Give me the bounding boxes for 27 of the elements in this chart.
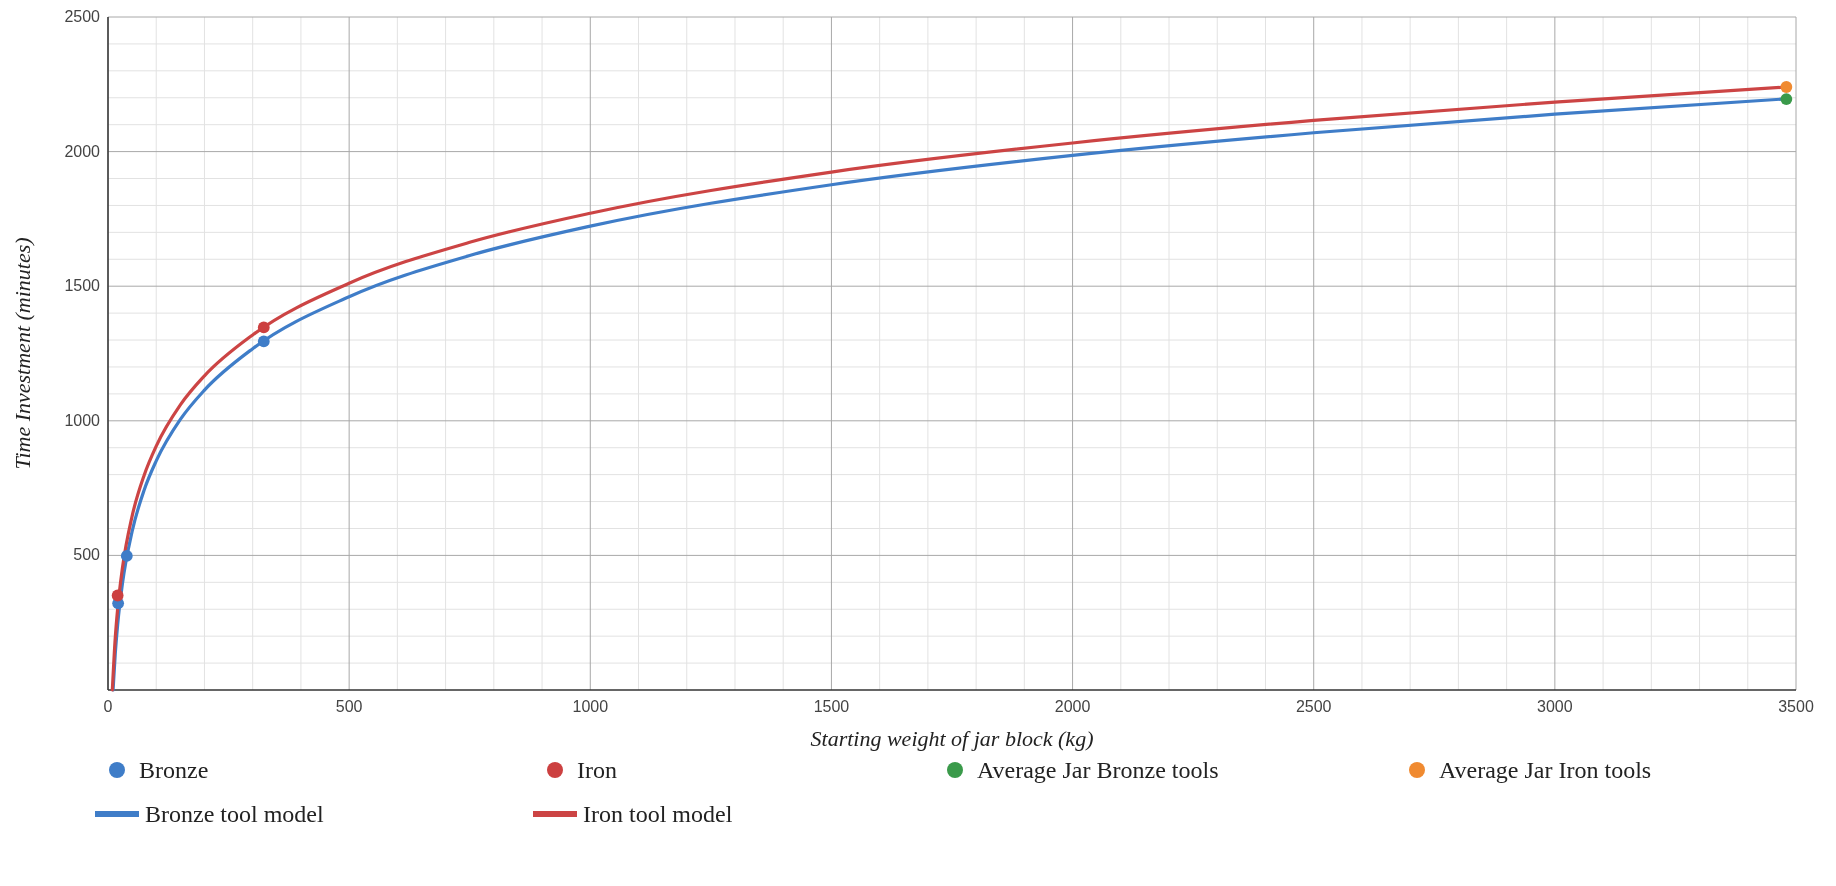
- x-tick-label: 3500: [1778, 698, 1814, 715]
- legend-label: Average Jar Bronze tools: [977, 757, 1219, 783]
- y-tick-label: 1500: [64, 277, 101, 295]
- y-tick-label: 2000: [64, 142, 101, 160]
- point: [1780, 93, 1793, 106]
- legend-label: Iron tool model: [583, 801, 733, 827]
- x-tick-label: 1000: [572, 698, 609, 715]
- point: [111, 589, 124, 602]
- point: [257, 335, 270, 348]
- y-tick-label: 500: [73, 546, 101, 564]
- x-tick-label: 1500: [813, 698, 850, 715]
- x-tick-label: 2500: [1295, 698, 1332, 715]
- x-tick-label: 2000: [1054, 698, 1091, 715]
- legend-label: Bronze: [139, 757, 209, 783]
- point: [120, 550, 133, 562]
- x-tick-label: 500: [335, 698, 363, 715]
- legend-label: Iron: [577, 757, 617, 783]
- y-tick-label: 2500: [64, 8, 101, 25]
- legend-label: Bronze tool model: [145, 801, 324, 827]
- y-axis-title: Time Investment (minutes): [10, 237, 35, 470]
- legend-label: Average Jar Iron tools: [1439, 757, 1652, 783]
- y-tick-label: 1000: [64, 411, 101, 429]
- point: [1780, 81, 1793, 93]
- x-axis-title: Starting weight of jar block (kg): [810, 726, 1094, 751]
- x-tick-label: 3000: [1537, 698, 1573, 715]
- x-tick-label: 0: [103, 698, 113, 715]
- point: [257, 321, 270, 334]
